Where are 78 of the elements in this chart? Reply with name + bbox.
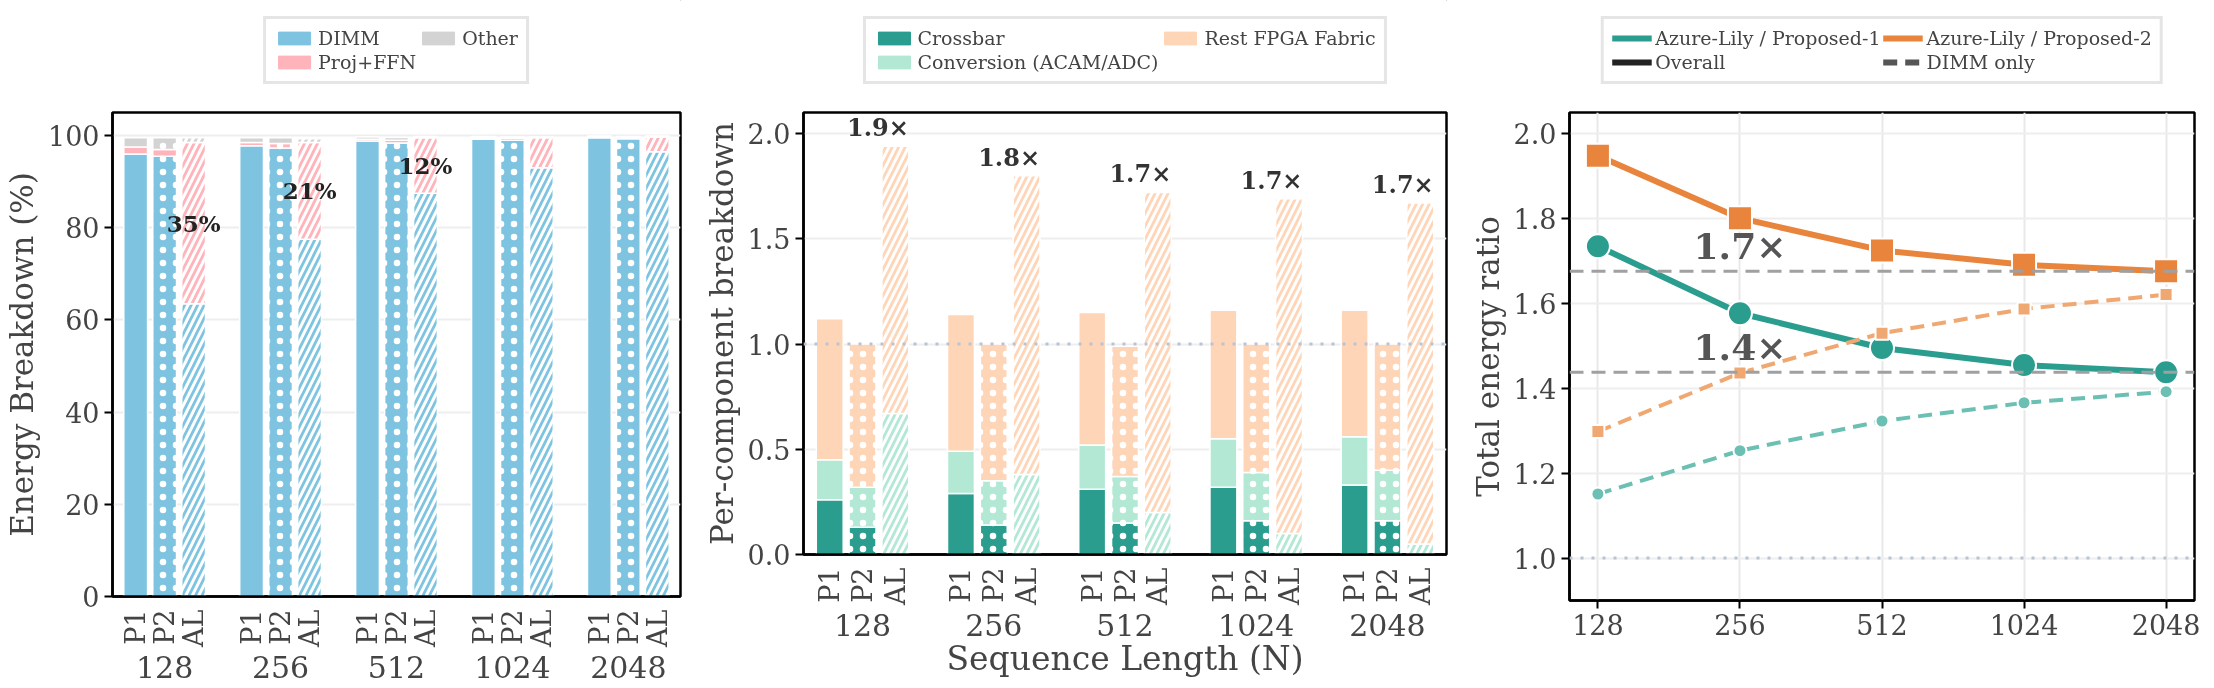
x-tick-label: P2 — [381, 609, 412, 645]
y-tick-label: 0.0 — [747, 540, 791, 571]
y-tick-label: 2.0 — [747, 119, 791, 151]
y-axis-title: Per-component breakdown — [703, 122, 740, 545]
x-tick-label: P2 — [847, 567, 879, 603]
x-tick-label: P1 — [467, 609, 499, 645]
x-tick-label: P2 — [496, 609, 528, 645]
legend-label: Azure-Lily / Proposed-2 — [1926, 27, 2152, 49]
total-label: 1.7× — [1109, 159, 1172, 189]
x-tick-label: 2048 — [2131, 609, 2201, 641]
x-tick-label: P2 — [1240, 567, 1272, 603]
text: Overall — [1655, 51, 1726, 73]
x-tick-label: AL — [525, 609, 557, 648]
y-tick-label: 0 — [82, 582, 100, 613]
text: 1024 — [474, 649, 551, 685]
y-tick-label: 80 — [65, 213, 100, 245]
total-label: 1.9× — [846, 113, 909, 143]
x-tick-label: P1 — [1076, 567, 1108, 603]
x-tick-label: P1 — [120, 609, 152, 645]
x-tick-label: P1 — [1339, 567, 1371, 603]
y-tick-label: 1.0 — [747, 329, 791, 361]
x-tick-label: P2 — [265, 609, 297, 645]
legend-label: DIMM — [318, 27, 380, 49]
x-tick-label: 1024 — [1989, 609, 2059, 641]
y-axis-title: Energy Breakdown (%) — [3, 172, 40, 537]
y-tick-label: 60 — [65, 305, 100, 337]
y-tick-label: 1.8 — [1513, 204, 1557, 236]
x-tick-label: P2 — [1371, 567, 1403, 603]
y-tick-label: 20 — [65, 489, 100, 521]
y-tick-label: 1.5 — [747, 224, 791, 256]
x-tick-label: AL — [1142, 567, 1174, 606]
text: 2048 — [590, 649, 667, 685]
legend-label: Azure-Lily / Proposed-1 — [1655, 27, 1881, 49]
y-tick-label: 100 — [47, 121, 100, 153]
y-axis-title: Total energy ratio — [1469, 216, 1506, 497]
ref-line-label: 1.7× — [1693, 225, 1787, 268]
x-tick-label: AL — [1011, 567, 1043, 606]
text: 256 — [251, 649, 310, 685]
y-tick-label: 2.0 — [1513, 119, 1557, 151]
text: DIMM only — [1926, 51, 2035, 73]
total-label: 1.8× — [978, 142, 1041, 172]
legend-label: Proj+FFN — [318, 51, 417, 73]
y-tick-label: 0.5 — [747, 434, 791, 466]
x-tick-label: AL — [641, 609, 673, 648]
x-tick-label: P2 — [149, 609, 181, 645]
x-tick-label: AL — [879, 567, 911, 606]
ref-line-label: 1.4× — [1693, 326, 1787, 369]
x-tick-label: 256 — [1714, 609, 1766, 641]
x-tick-label: P1 — [945, 567, 977, 603]
legend-label: Other — [462, 27, 518, 49]
x-tick-label: P2 — [978, 567, 1010, 603]
y-tick-label: 40 — [65, 397, 100, 429]
text: 128 — [136, 649, 194, 685]
x-tick-label: P1 — [814, 567, 846, 603]
y-tick-label: 1.2 — [1513, 458, 1557, 490]
x-tick-label: AL — [1273, 567, 1305, 606]
x-tick-label: P1 — [352, 609, 384, 645]
legend-label: Rest FPGA Fabric — [1204, 27, 1376, 49]
y-tick-label: 1.0 — [1513, 543, 1557, 575]
legend-label: Crossbar — [917, 27, 1005, 49]
x-axis-title: Sequence Length (N) — [946, 638, 1304, 678]
x-tick-label: 128 — [1572, 609, 1624, 641]
x-tick-label: P2 — [612, 609, 644, 645]
x-tick-label: 512 — [1856, 609, 1908, 641]
y-tick-label: 1.4 — [1513, 373, 1557, 405]
x-tick-label: AL — [409, 609, 441, 648]
x-tick-label: P2 — [1109, 567, 1141, 603]
x-tick-label: AL — [178, 609, 210, 648]
text: 512 — [367, 649, 426, 685]
total-label: 1.7× — [1371, 170, 1434, 199]
x-tick-label: P1 — [236, 609, 268, 645]
x-tick-label: P1 — [1207, 567, 1239, 603]
y-tick-label: 1.6 — [1513, 288, 1557, 320]
x-tick-label: P1 — [583, 609, 615, 645]
legend-label: Conversion (ACAM/ADC) — [917, 51, 1159, 73]
total-label: 1.7× — [1240, 165, 1303, 195]
x-tick-label: AL — [1404, 567, 1436, 606]
x-tick-label: AL — [294, 609, 326, 648]
